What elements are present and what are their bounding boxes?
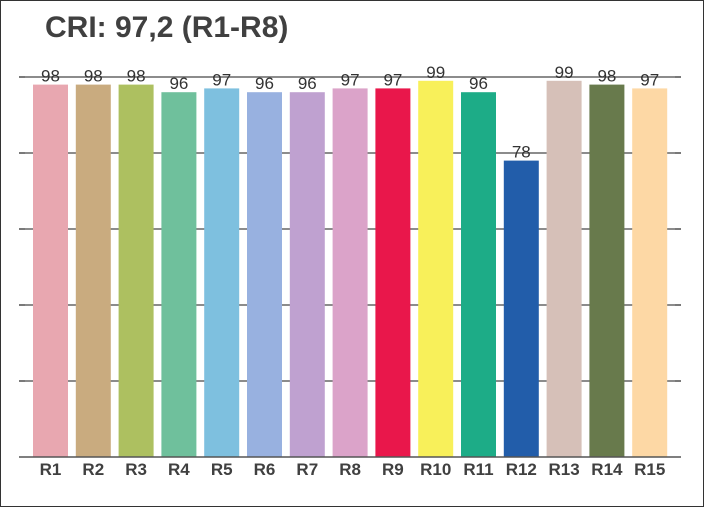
bar-r14 [589,84,625,457]
bar-r7 [289,92,325,457]
bar-r12 [503,160,539,457]
bar-r11 [461,92,496,457]
tick-label-r2: R2 [82,460,104,479]
bar-r10 [418,80,454,458]
value-label-r13: 99 [555,63,574,82]
bar-r5 [204,88,240,458]
bar-r13 [546,80,582,458]
bar-r6 [247,92,282,457]
value-label-r11: 96 [469,74,488,93]
tick-label-r15: R15 [634,460,665,479]
value-labels: 98 98 98 96 97 96 96 97 97 99 96 78 99 98 97 [41,63,659,162]
tick-label-r9: R9 [382,460,404,479]
value-label-r7: 96 [298,74,317,93]
tick-label-r1: R1 [40,460,62,479]
bar-r3 [118,84,154,457]
bars [33,80,668,458]
value-label-r15: 97 [640,70,659,89]
value-label-r2: 98 [84,67,103,86]
bar-r9 [375,88,411,458]
tick-label-r5: R5 [211,460,233,479]
tick-label-r8: R8 [339,460,361,479]
tick-label-r13: R13 [549,460,580,479]
value-label-r5: 97 [212,70,231,89]
value-label-r9: 97 [383,70,402,89]
value-label-r1: 98 [41,67,60,86]
bar-r4 [161,92,197,457]
chart-title: CRI: 97,2 (R1-R8) [45,11,289,44]
x-tick-labels: R1 R2 R3 R4 R5 R6 R7 R8 R9 R10 R11 R12 R13 R14 R15 [40,460,666,479]
tick-label-r6: R6 [254,460,276,479]
value-label-r12: 78 [512,143,531,162]
bar-r8 [332,88,368,458]
value-label-r6: 96 [255,74,274,93]
tick-label-r14: R14 [591,460,623,479]
bar-r2 [75,84,111,457]
value-label-r10: 99 [426,63,445,82]
tick-label-r3: R3 [125,460,147,479]
value-label-r3: 98 [127,67,146,86]
tick-label-r4: R4 [168,460,190,479]
value-label-r4: 96 [169,74,188,93]
value-label-r8: 97 [341,70,360,89]
tick-label-r7: R7 [296,460,318,479]
tick-label-r11: R11 [463,460,493,479]
tick-label-r10: R10 [420,460,451,479]
tick-label-r12: R12 [506,460,537,479]
bar-r1 [33,84,68,457]
bar-r15 [632,88,668,458]
value-label-r14: 98 [597,67,616,86]
